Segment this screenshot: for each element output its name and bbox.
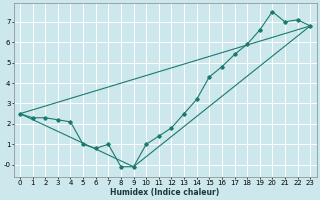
X-axis label: Humidex (Indice chaleur): Humidex (Indice chaleur) bbox=[110, 188, 220, 197]
